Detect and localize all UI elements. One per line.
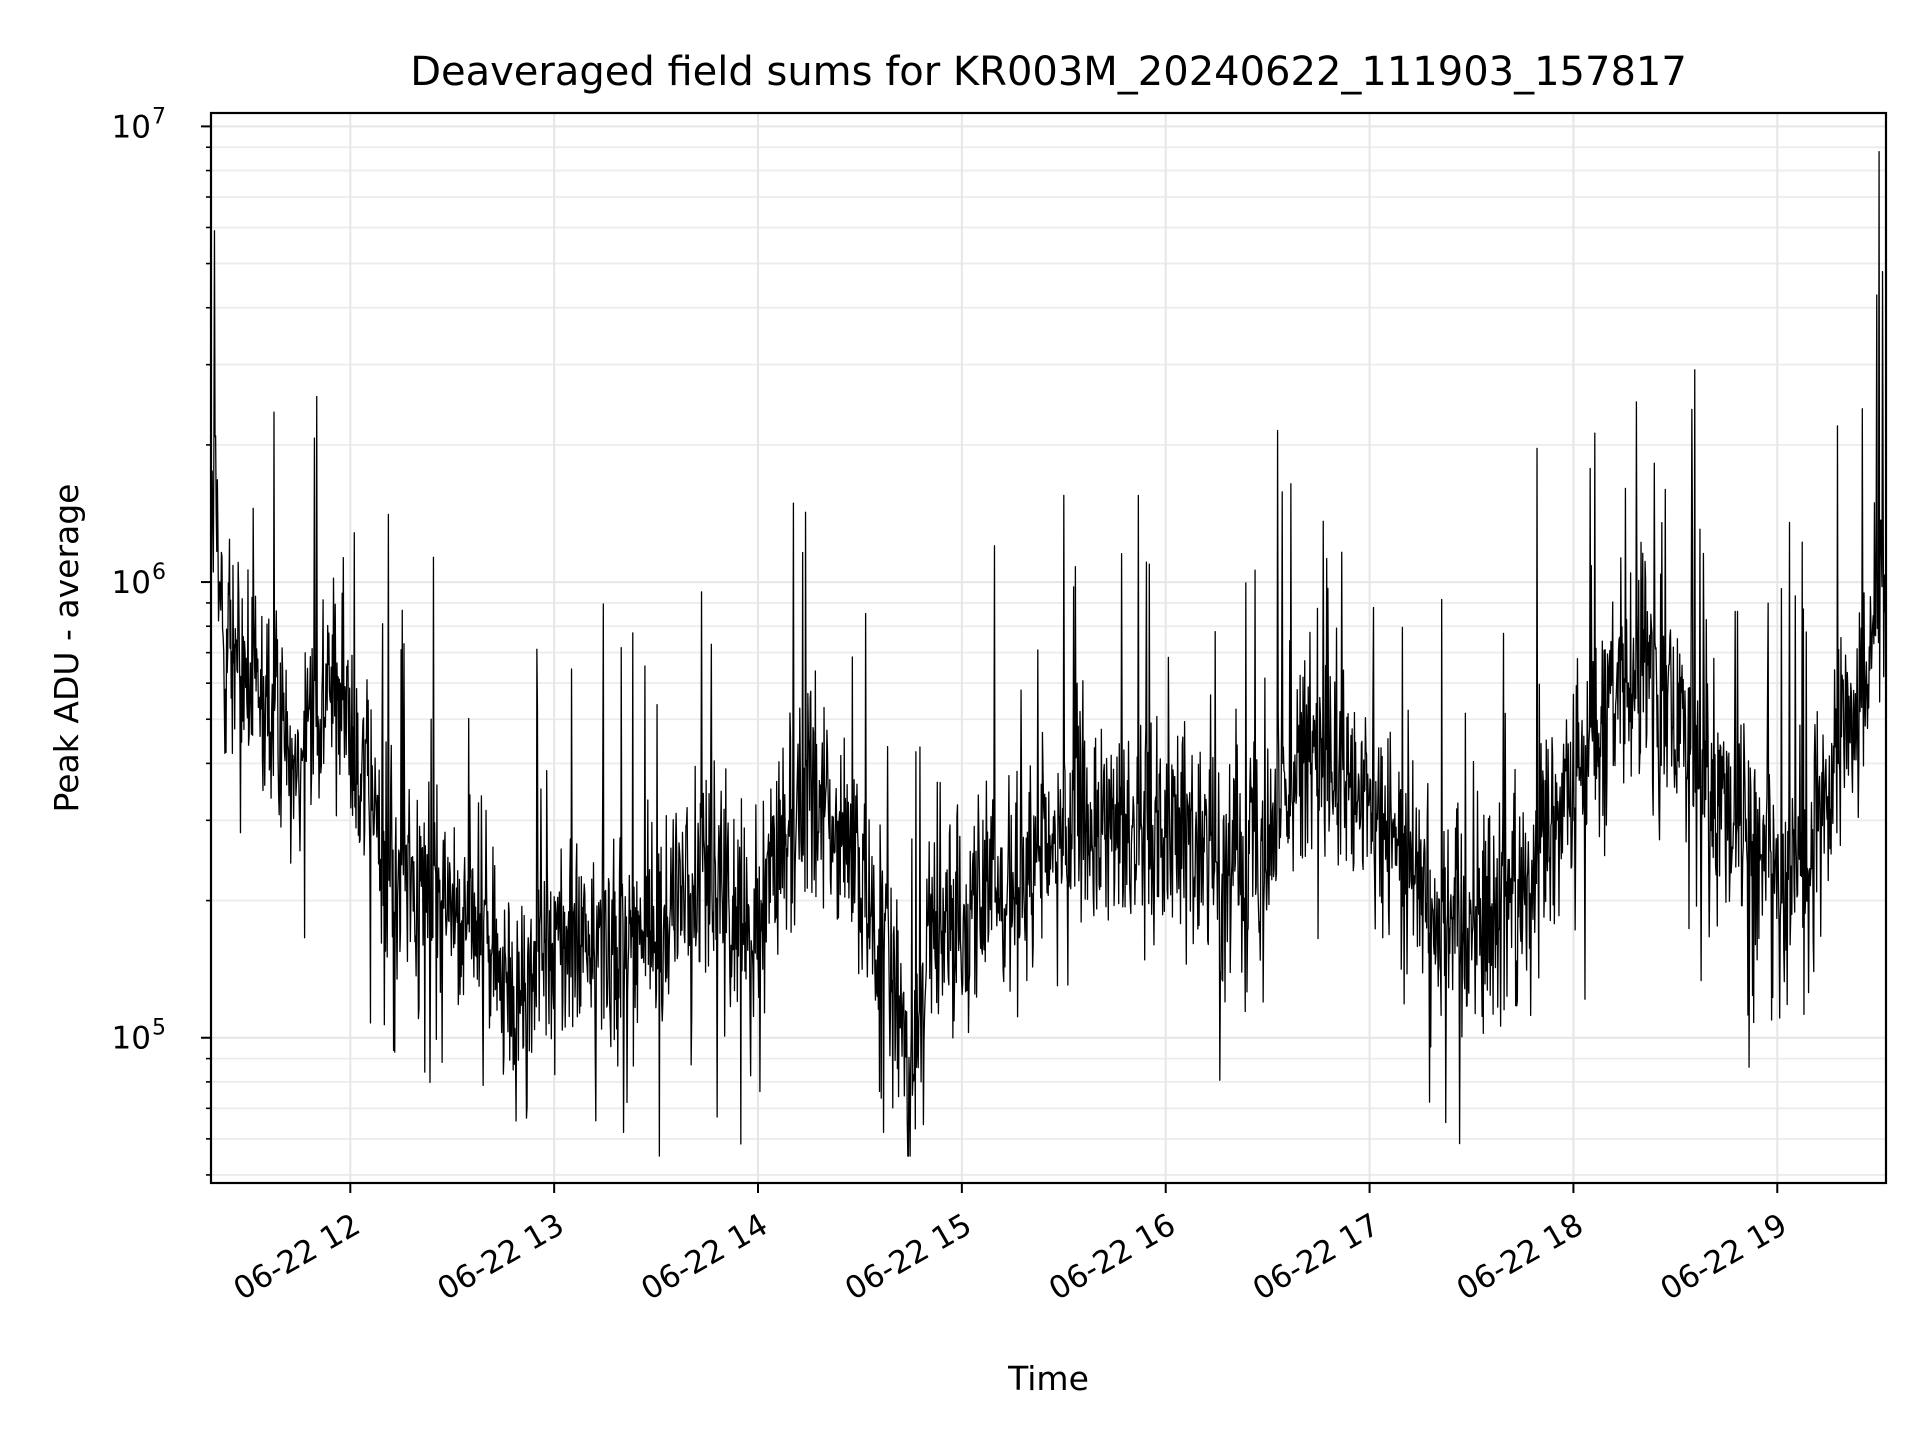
- y-axis-label: Peak ADU - average: [47, 484, 86, 813]
- y-tick-exponent: 5: [152, 1016, 166, 1041]
- plot-frame: [209, 111, 1888, 1185]
- x-tick-label: 06-22 15: [839, 1207, 978, 1308]
- series-layer: [210, 151, 1887, 1157]
- x-tick-label: 06-22 12: [228, 1207, 367, 1308]
- grid: [211, 113, 1886, 1183]
- y-tick-label: 10: [112, 109, 151, 145]
- x-tick-label: 06-22 18: [1451, 1207, 1590, 1308]
- x-tick-label: 06-22 14: [635, 1207, 774, 1308]
- x-tick-label: 06-22 16: [1043, 1207, 1182, 1308]
- x-axis-label: Time: [1007, 1359, 1089, 1398]
- x-tick-label: 06-22 17: [1247, 1207, 1386, 1308]
- y-tick-exponent: 6: [152, 560, 166, 585]
- y-tick-exponent: 7: [152, 104, 166, 129]
- y-tick-label: 10: [112, 565, 151, 601]
- x-tick-label: 06-22 13: [431, 1207, 570, 1308]
- x-tick-label: 06-22 19: [1655, 1207, 1794, 1308]
- chart-title: Deaveraged field sums for KR003M_2024062…: [410, 49, 1687, 95]
- series-line: [210, 151, 1887, 1157]
- y-tick-label: 10: [112, 1021, 151, 1057]
